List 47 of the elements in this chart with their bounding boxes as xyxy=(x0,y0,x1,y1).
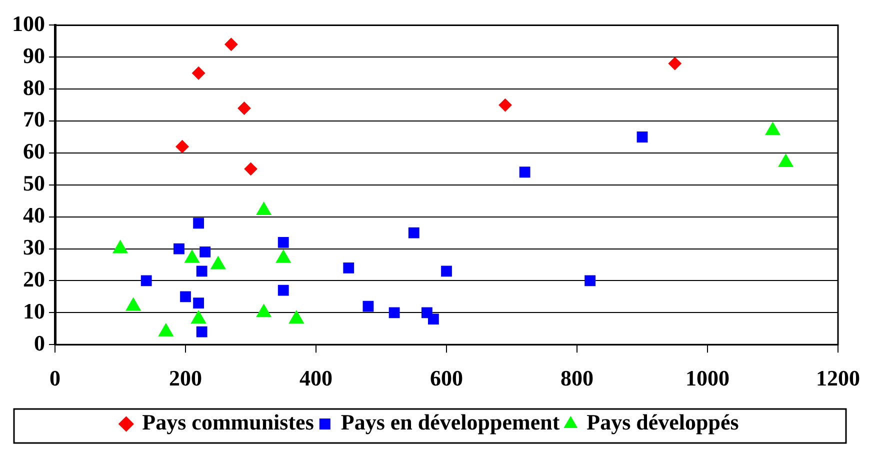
x-tick-label: 1000 xyxy=(686,365,730,390)
y-tick-label: 100 xyxy=(12,10,45,36)
point xyxy=(584,275,596,286)
point xyxy=(278,236,289,248)
point xyxy=(362,300,374,312)
point xyxy=(200,246,211,258)
point xyxy=(428,314,439,324)
x-tick-label: 400 xyxy=(300,365,332,390)
y-tick-label: 60 xyxy=(23,138,45,164)
y-tick-label: 10 xyxy=(23,298,45,324)
x-tick-label: 1200 xyxy=(816,365,860,390)
y-tick-label: 50 xyxy=(23,170,45,196)
point xyxy=(176,140,189,154)
point xyxy=(180,291,191,302)
x-tick-label: 800 xyxy=(560,365,594,390)
y-tick-label: 90 xyxy=(23,42,45,68)
x-tick-label: 0 xyxy=(50,365,60,390)
y-tick-label: 20 xyxy=(23,266,45,292)
point xyxy=(140,275,152,286)
point xyxy=(343,262,354,274)
point xyxy=(192,66,206,80)
point xyxy=(498,98,512,112)
point xyxy=(196,266,208,277)
point xyxy=(636,132,648,142)
point xyxy=(668,57,682,70)
x-tick-label: 600 xyxy=(430,365,463,390)
point xyxy=(238,102,251,115)
legend-label: Pays communistes xyxy=(142,410,314,435)
y-tick-label: 40 xyxy=(23,202,45,228)
point xyxy=(193,298,204,309)
point xyxy=(441,266,452,277)
point xyxy=(224,38,238,51)
y-tick-label: 30 xyxy=(23,234,45,260)
point xyxy=(408,227,420,238)
x-tick-label: 200 xyxy=(169,365,202,390)
point xyxy=(196,326,208,338)
legend-label: Pays en développement xyxy=(340,410,560,435)
y-tick-label: 0 xyxy=(34,330,45,356)
point xyxy=(278,284,289,296)
y-tick-label: 80 xyxy=(23,74,45,100)
point xyxy=(519,166,530,178)
point xyxy=(174,243,184,254)
point xyxy=(193,218,204,229)
y-tick-label: 70 xyxy=(23,106,45,132)
legend-label: Pays développés xyxy=(586,410,740,435)
point xyxy=(244,162,258,176)
point xyxy=(388,307,400,318)
